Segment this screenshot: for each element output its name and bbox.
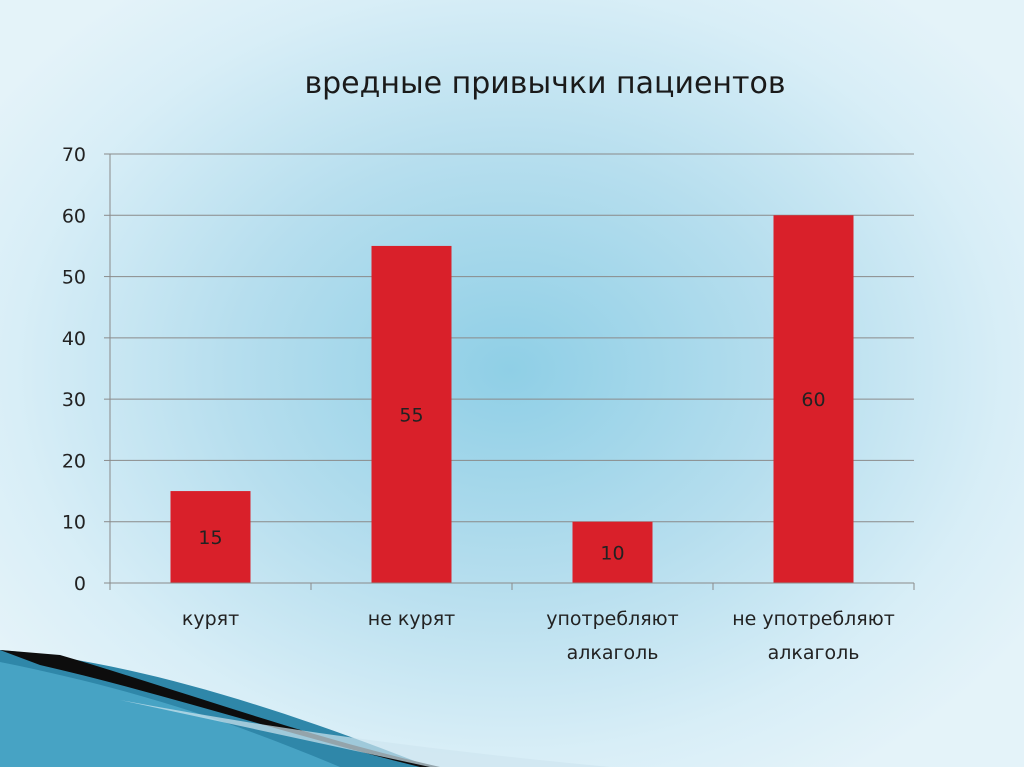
category-label: курят <box>182 608 239 630</box>
axes <box>104 153 915 590</box>
labels: 0 10 20 30 40 50 60 70 15 курят 55 не курят 10 употре… <box>62 144 895 664</box>
y-tick-label: 40 <box>62 328 86 350</box>
bar <box>572 521 653 583</box>
data-label: 15 <box>198 527 222 549</box>
chart-title: вредные привычки пациентов <box>304 66 786 101</box>
bar <box>170 491 251 583</box>
data-label: 60 <box>801 389 825 411</box>
y-tick-label: 0 <box>74 573 86 595</box>
y-tick-label: 60 <box>62 205 86 227</box>
category-label: не употребляют <box>732 608 895 630</box>
category-label: не курят <box>368 608 455 630</box>
category-label: алкаголь <box>567 642 659 664</box>
y-tick-label: 50 <box>62 267 86 289</box>
y-tick-label: 20 <box>62 450 86 472</box>
bar <box>773 215 854 584</box>
y-tick-label: 30 <box>62 389 86 411</box>
data-label: 55 <box>399 404 423 426</box>
bars <box>170 215 854 584</box>
category-label: алкаголь <box>768 642 860 664</box>
category-label: употребляют <box>546 608 678 630</box>
bar <box>371 245 452 583</box>
data-label: 10 <box>600 542 624 564</box>
y-tick-label: 70 <box>62 144 86 166</box>
y-tick-label: 10 <box>62 512 86 534</box>
